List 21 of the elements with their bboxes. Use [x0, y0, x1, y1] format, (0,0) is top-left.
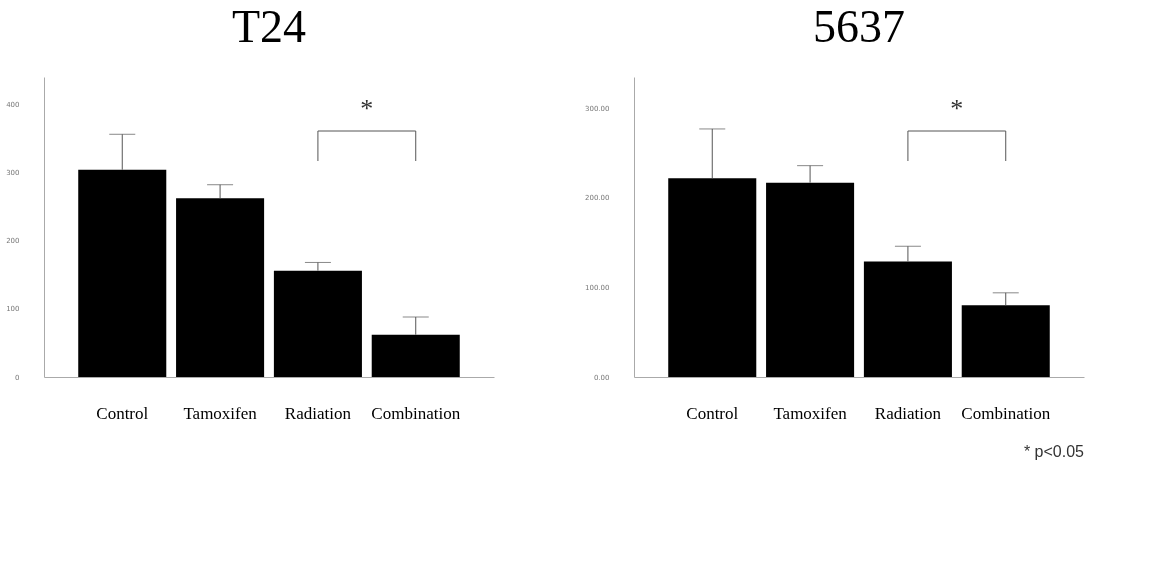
x-tick-label: Radiation: [284, 403, 352, 423]
bar: [176, 198, 265, 377]
x-tick-label: Radiation: [874, 403, 942, 423]
x-tick-label: Combination: [961, 403, 1051, 423]
bar: [273, 270, 362, 377]
bar: [668, 178, 757, 377]
annotation: *: [950, 94, 964, 123]
bar: [961, 305, 1050, 377]
annotation: *: [360, 94, 374, 123]
chart-title: T24: [231, 1, 307, 52]
text: * p<0.05: [1023, 443, 1085, 460]
bar: [371, 334, 460, 377]
bar: [863, 261, 952, 377]
bar: [766, 182, 855, 377]
x-tick-label: Tamoxifen: [773, 403, 848, 423]
chart-title: 5637: [813, 1, 905, 52]
x-tick-label: Tamoxifen: [183, 403, 258, 423]
x-tick-label: Control: [686, 403, 739, 423]
x-tick-label: Control: [96, 403, 149, 423]
bar: [78, 169, 167, 377]
x-tick-label: Combination: [371, 403, 461, 423]
